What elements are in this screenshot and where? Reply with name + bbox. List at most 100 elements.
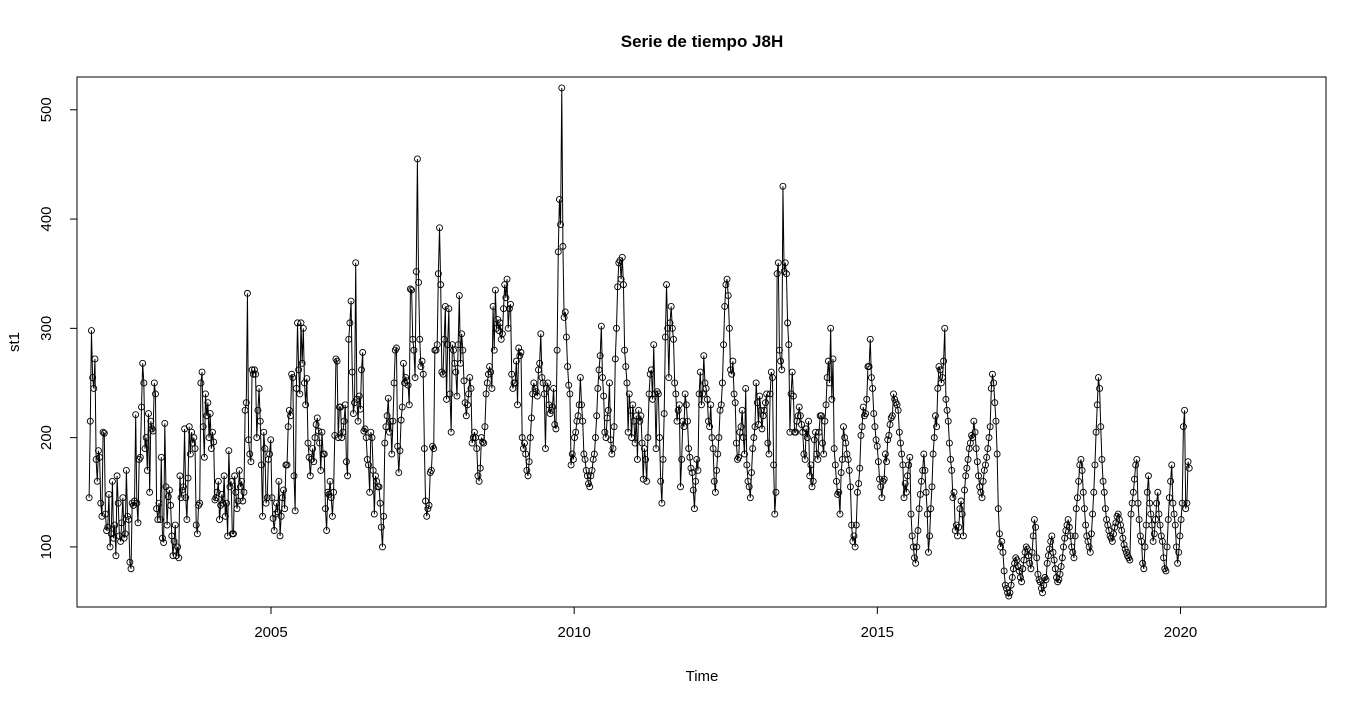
data-point bbox=[246, 450, 254, 458]
data-point bbox=[263, 494, 271, 502]
data-point bbox=[718, 379, 726, 387]
data-point bbox=[708, 434, 716, 442]
data-point bbox=[284, 423, 292, 431]
data-point bbox=[131, 497, 138, 505]
data-point bbox=[283, 461, 291, 469]
data-point bbox=[992, 417, 1000, 425]
data-point bbox=[547, 406, 555, 414]
series-line bbox=[88, 87, 1190, 598]
data-point bbox=[93, 477, 101, 485]
data-point bbox=[717, 401, 725, 409]
data-point bbox=[798, 421, 806, 428]
data-point bbox=[247, 458, 255, 466]
data-point bbox=[685, 445, 693, 452]
data-point bbox=[531, 384, 539, 392]
data-point bbox=[553, 346, 561, 354]
data-point bbox=[143, 466, 151, 474]
data-point bbox=[1140, 565, 1148, 573]
data-point bbox=[948, 466, 956, 474]
data-point bbox=[902, 488, 910, 496]
data-point bbox=[625, 390, 633, 398]
data-point bbox=[1100, 488, 1108, 496]
data-point bbox=[141, 445, 149, 452]
data-point bbox=[651, 390, 659, 398]
data-point bbox=[796, 412, 804, 420]
data-point bbox=[957, 497, 965, 505]
data-point bbox=[124, 512, 131, 520]
data-point bbox=[1028, 548, 1036, 556]
data-point bbox=[295, 366, 303, 374]
data-point bbox=[657, 477, 665, 485]
y-tick-label: 500 bbox=[38, 97, 55, 122]
data-point bbox=[1044, 552, 1052, 560]
data-point bbox=[640, 445, 648, 452]
data-point bbox=[118, 519, 126, 527]
data-point bbox=[782, 270, 790, 278]
data-point bbox=[934, 384, 942, 392]
data-point bbox=[462, 412, 470, 420]
data-point bbox=[479, 438, 487, 446]
data-point bbox=[1133, 456, 1141, 463]
data-point bbox=[665, 374, 673, 381]
data-point bbox=[330, 488, 338, 496]
data-point bbox=[447, 428, 455, 436]
data-point bbox=[858, 423, 866, 431]
data-point bbox=[1168, 461, 1176, 469]
data-point bbox=[231, 472, 239, 480]
data-point bbox=[528, 414, 535, 422]
data-point bbox=[583, 472, 591, 480]
data-point bbox=[622, 363, 630, 371]
data-point bbox=[609, 445, 617, 452]
data-point bbox=[323, 527, 331, 534]
data-point bbox=[711, 488, 719, 496]
data-point bbox=[356, 405, 364, 413]
data-point bbox=[150, 379, 158, 387]
data-point bbox=[730, 390, 738, 398]
data-point bbox=[873, 442, 881, 450]
data-point bbox=[142, 434, 150, 442]
data-point bbox=[600, 392, 608, 400]
data-point bbox=[919, 466, 927, 474]
data-point bbox=[416, 335, 424, 343]
data-point bbox=[146, 488, 154, 496]
data-point bbox=[1147, 510, 1155, 518]
data-point bbox=[230, 530, 237, 538]
data-point bbox=[862, 410, 870, 418]
data-point bbox=[184, 474, 192, 482]
data-point bbox=[105, 490, 113, 498]
data-point bbox=[806, 472, 814, 480]
data-point bbox=[199, 423, 207, 431]
data-point bbox=[935, 363, 943, 371]
data-point bbox=[1077, 456, 1085, 463]
data-point bbox=[1135, 516, 1143, 524]
data-point bbox=[152, 390, 159, 398]
data-point bbox=[1027, 565, 1035, 573]
data-point bbox=[365, 461, 372, 469]
data-point bbox=[412, 268, 420, 275]
data-point bbox=[473, 445, 481, 452]
data-point bbox=[241, 406, 249, 414]
data-point bbox=[594, 384, 602, 392]
y-axis-label: st1 bbox=[6, 332, 23, 352]
data-point bbox=[758, 425, 766, 433]
data-point bbox=[517, 348, 525, 356]
data-point bbox=[101, 510, 109, 518]
data-point bbox=[753, 399, 761, 407]
data-point bbox=[308, 456, 315, 463]
data-point bbox=[340, 417, 348, 425]
data-point bbox=[1176, 532, 1184, 540]
data-point bbox=[817, 412, 825, 420]
data-point bbox=[461, 399, 469, 407]
data-point bbox=[930, 434, 938, 442]
data-point bbox=[444, 341, 452, 349]
data-point bbox=[586, 483, 594, 491]
data-point bbox=[777, 357, 785, 365]
data-point bbox=[507, 300, 514, 308]
data-point bbox=[895, 428, 903, 436]
data-point bbox=[614, 283, 622, 291]
data-point bbox=[1090, 488, 1098, 496]
data-point bbox=[585, 480, 592, 487]
data-point bbox=[650, 341, 658, 349]
data-point bbox=[848, 521, 856, 529]
data-point bbox=[927, 505, 935, 513]
